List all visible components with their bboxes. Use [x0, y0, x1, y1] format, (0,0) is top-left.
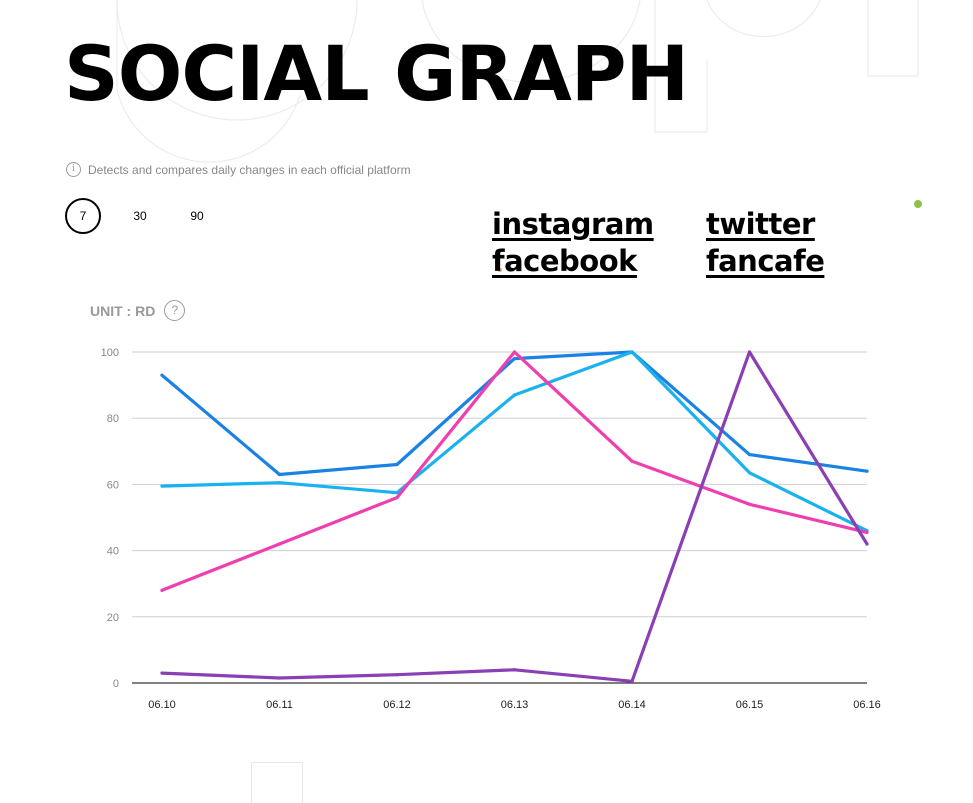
series-line-light-blue — [160, 350, 869, 533]
help-icon[interactable]: ? — [164, 300, 186, 321]
y-tick-label: 100 — [101, 347, 119, 359]
data-point-purple — [160, 671, 164, 675]
period-7-button[interactable]: 7 — [65, 198, 101, 234]
x-tick-label: 06.11 — [266, 699, 293, 711]
data-point-pink — [747, 502, 752, 506]
unit-label: UNIT : RD ? — [90, 300, 186, 321]
x-tick-label: 06.14 — [618, 699, 646, 711]
data-point-purple — [277, 676, 282, 680]
data-point-pink — [865, 530, 869, 534]
data-point-light-blue — [512, 393, 517, 397]
legend-instagram-link[interactable]: instagram — [492, 207, 654, 241]
y-tick-label: 80 — [107, 413, 119, 425]
data-point-light-blue — [747, 471, 752, 475]
unit-text: UNIT : RD — [90, 302, 156, 319]
page-title: SOCIAL GRAPH — [64, 29, 689, 118]
info-text: Detects and compares daily changes in ea… — [88, 162, 411, 177]
data-point-blue — [277, 472, 282, 477]
data-point-purple — [747, 350, 752, 354]
x-tick-label: 06.12 — [383, 699, 411, 711]
x-tick-label: 06.13 — [501, 699, 529, 711]
data-point-pink — [512, 350, 517, 354]
decorative-box — [251, 762, 303, 803]
info-icon: i — [66, 162, 81, 177]
legend-fancafe-link[interactable]: fancafe — [706, 244, 825, 278]
period-30-button[interactable]: 30 — [133, 209, 147, 223]
data-point-blue — [395, 462, 399, 467]
legend-twitter-link[interactable]: twitter — [706, 207, 815, 241]
y-tick-label: 40 — [107, 546, 119, 558]
period-90-button[interactable]: 90 — [190, 209, 204, 223]
data-point-light-blue — [630, 350, 634, 354]
data-point-purple — [512, 668, 517, 672]
data-point-pink — [630, 459, 634, 463]
x-tick-label: 06.16 — [853, 699, 881, 711]
data-point-pink — [277, 542, 282, 546]
data-point-light-blue — [277, 481, 282, 485]
data-point-purple — [395, 673, 399, 677]
data-point-purple — [865, 542, 869, 546]
series-line-pink — [160, 350, 869, 592]
series-line-purple — [160, 350, 869, 683]
y-tick-label: 20 — [107, 612, 119, 624]
x-tick-label: 06.15 — [736, 699, 764, 711]
y-tick-label: 0 — [113, 678, 119, 690]
data-point-purple — [630, 679, 634, 683]
info-note: i Detects and compares daily changes in … — [66, 162, 411, 177]
data-point-blue — [865, 469, 869, 473]
data-point-pink — [160, 588, 164, 592]
data-point-blue — [512, 357, 517, 361]
y-tick-label: 60 — [107, 479, 119, 491]
legend-facebook-link[interactable]: facebook — [492, 244, 637, 278]
x-tick-label: 06.10 — [148, 699, 176, 711]
data-point-blue — [747, 453, 752, 457]
data-point-light-blue — [395, 491, 399, 495]
data-point-pink — [395, 496, 399, 500]
data-point-blue — [160, 373, 164, 377]
data-point-light-blue — [160, 484, 164, 488]
